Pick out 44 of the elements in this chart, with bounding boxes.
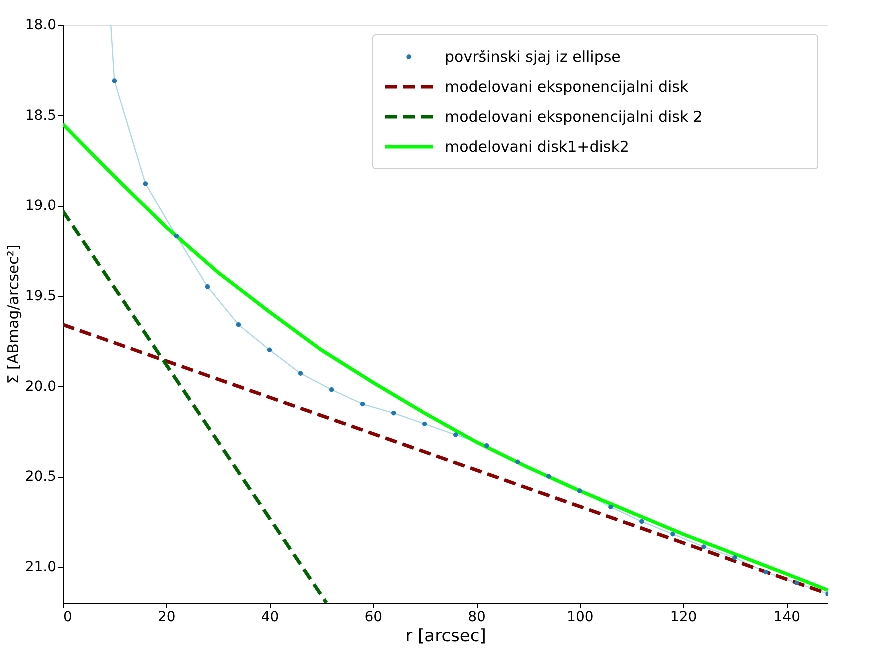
point xyxy=(267,348,272,352)
legend-label: površinski sjaj iz ellipse xyxy=(445,48,621,66)
y-tick-label: 19.0 xyxy=(25,198,56,214)
y-tick-label: 19.5 xyxy=(25,288,56,304)
point xyxy=(174,234,180,239)
point xyxy=(484,444,490,448)
y-tick-label: 20.5 xyxy=(25,469,56,486)
x-tick-label: 40 xyxy=(261,610,280,626)
x-tick-label: 0 xyxy=(64,610,72,626)
point xyxy=(732,556,738,560)
y-tick-label: 21.0 xyxy=(25,559,56,576)
point xyxy=(453,432,458,438)
x-axis-title: r [arcsec] xyxy=(406,626,486,646)
point xyxy=(670,532,676,537)
point xyxy=(794,580,800,586)
legend-label: modelovani eksponencijalni disk xyxy=(445,78,689,96)
point xyxy=(640,519,644,524)
point xyxy=(578,488,582,494)
x-tick-label: 20 xyxy=(158,610,176,626)
x-tick-label: 120 xyxy=(670,610,698,626)
point xyxy=(422,422,428,427)
point xyxy=(205,284,210,290)
y-axis-title: Σ [ABmag/arcsec²] xyxy=(4,244,22,384)
point xyxy=(702,544,706,550)
legend-label: modelovani disk1+disk2 xyxy=(445,138,630,156)
y-tick-label: 18.5 xyxy=(25,108,56,124)
point xyxy=(546,474,552,479)
point xyxy=(391,411,396,416)
y-tick-label: 18.0 xyxy=(25,18,56,34)
point xyxy=(143,182,148,186)
y-tick-label: 20.0 xyxy=(25,378,56,395)
x-tick-label: 80 xyxy=(468,610,486,626)
point xyxy=(360,402,366,407)
legend-label: modelovani eksponencijalni disk 2 xyxy=(445,108,703,126)
point xyxy=(329,388,334,392)
point xyxy=(764,570,768,575)
point xyxy=(298,371,304,376)
point xyxy=(516,460,520,464)
x-tick-label: 100 xyxy=(567,610,594,626)
point xyxy=(112,78,118,84)
x-tick-label: 60 xyxy=(364,610,383,626)
point xyxy=(236,322,242,328)
point xyxy=(608,504,614,510)
x-tick-label: 140 xyxy=(774,610,801,626)
